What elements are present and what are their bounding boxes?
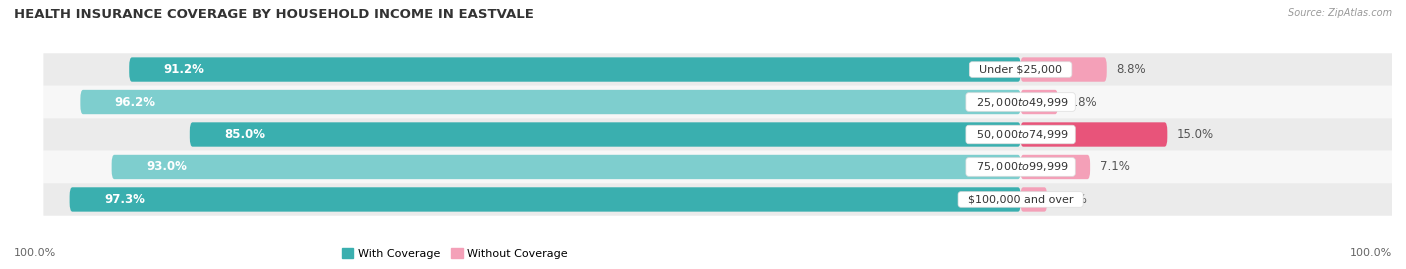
FancyBboxPatch shape	[44, 86, 1406, 118]
FancyBboxPatch shape	[80, 90, 1021, 114]
Text: $50,000 to $74,999: $50,000 to $74,999	[969, 128, 1073, 141]
Text: Source: ZipAtlas.com: Source: ZipAtlas.com	[1288, 8, 1392, 18]
Text: 7.1%: 7.1%	[1099, 161, 1129, 174]
Text: HEALTH INSURANCE COVERAGE BY HOUSEHOLD INCOME IN EASTVALE: HEALTH INSURANCE COVERAGE BY HOUSEHOLD I…	[14, 8, 534, 21]
Text: 100.0%: 100.0%	[14, 248, 56, 258]
Legend: With Coverage, Without Coverage: With Coverage, Without Coverage	[337, 244, 572, 263]
Text: 91.2%: 91.2%	[163, 63, 204, 76]
FancyBboxPatch shape	[1021, 122, 1167, 147]
Text: 100.0%: 100.0%	[1350, 248, 1392, 258]
Text: 97.3%: 97.3%	[104, 193, 145, 206]
FancyBboxPatch shape	[70, 187, 1021, 212]
Text: 93.0%: 93.0%	[146, 161, 187, 174]
Text: 3.8%: 3.8%	[1067, 95, 1097, 108]
Text: 8.8%: 8.8%	[1116, 63, 1146, 76]
FancyBboxPatch shape	[44, 53, 1406, 86]
FancyBboxPatch shape	[44, 151, 1406, 183]
Text: 2.7%: 2.7%	[1057, 193, 1087, 206]
FancyBboxPatch shape	[1021, 155, 1090, 179]
Text: Under $25,000: Under $25,000	[972, 65, 1069, 75]
FancyBboxPatch shape	[1021, 57, 1107, 82]
Text: $100,000 and over: $100,000 and over	[960, 194, 1080, 204]
FancyBboxPatch shape	[111, 155, 1021, 179]
FancyBboxPatch shape	[1021, 187, 1047, 212]
FancyBboxPatch shape	[1021, 90, 1057, 114]
Text: 85.0%: 85.0%	[224, 128, 266, 141]
Text: 96.2%: 96.2%	[115, 95, 156, 108]
FancyBboxPatch shape	[44, 183, 1406, 216]
FancyBboxPatch shape	[190, 122, 1021, 147]
Text: $25,000 to $49,999: $25,000 to $49,999	[969, 95, 1073, 108]
FancyBboxPatch shape	[44, 118, 1406, 151]
FancyBboxPatch shape	[129, 57, 1021, 82]
Text: 15.0%: 15.0%	[1177, 128, 1213, 141]
Text: $75,000 to $99,999: $75,000 to $99,999	[969, 161, 1073, 174]
